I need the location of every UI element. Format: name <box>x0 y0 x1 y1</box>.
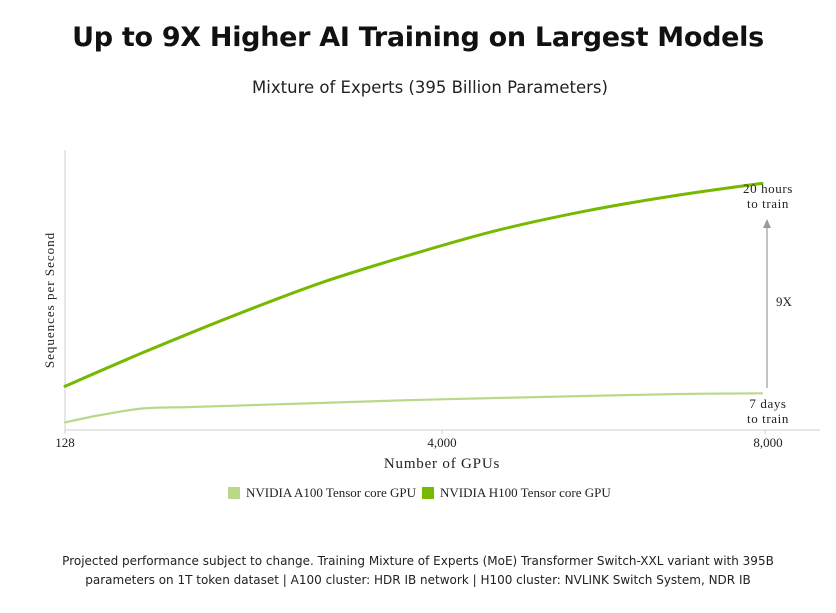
x-tick-label: 4,000 <box>427 435 456 450</box>
footnote-line-1: Projected performance subject to change.… <box>62 554 774 568</box>
footnote-line-2: parameters on 1T token dataset | A100 cl… <box>85 573 751 587</box>
chart-subtitle: Mixture of Experts (395 Billion Paramete… <box>252 78 608 97</box>
chart-title: Up to 9X Higher AI Training on Largest M… <box>72 22 764 53</box>
x-axis-label: Number of GPUs <box>384 456 500 472</box>
legend-swatch-h100 <box>422 487 434 499</box>
footnote: Projected performance subject to change.… <box>0 552 836 590</box>
legend-item-h100: NVIDIA H100 Tensor core GPU <box>422 485 611 501</box>
a100-annotation-line2: to train <box>747 411 789 426</box>
x-tick-label: 128 <box>55 435 75 450</box>
legend-label-a100: NVIDIA A100 Tensor core GPU <box>246 485 416 500</box>
series-line-a100 <box>63 392 764 424</box>
a100-annotation-line1: 7 days <box>749 396 786 411</box>
x-tick-label: 8,000 <box>753 435 782 450</box>
legend-item-a100: NVIDIA A100 Tensor core GPU <box>228 485 416 501</box>
series-line-h100 <box>63 181 764 388</box>
legend-label-h100: NVIDIA H100 Tensor core GPU <box>440 485 611 500</box>
gap-label: 9X <box>776 294 793 309</box>
chart-legend: NVIDIA A100 Tensor core GPU NVIDIA H100 … <box>228 485 617 501</box>
h100-annotation-line1: 20 hours <box>743 181 793 196</box>
h100-annotation-line2: to train <box>747 196 789 211</box>
gap-arrow-head-icon <box>763 219 771 228</box>
y-axis-label: Sequences per Second <box>42 232 57 368</box>
legend-swatch-a100 <box>228 487 240 499</box>
